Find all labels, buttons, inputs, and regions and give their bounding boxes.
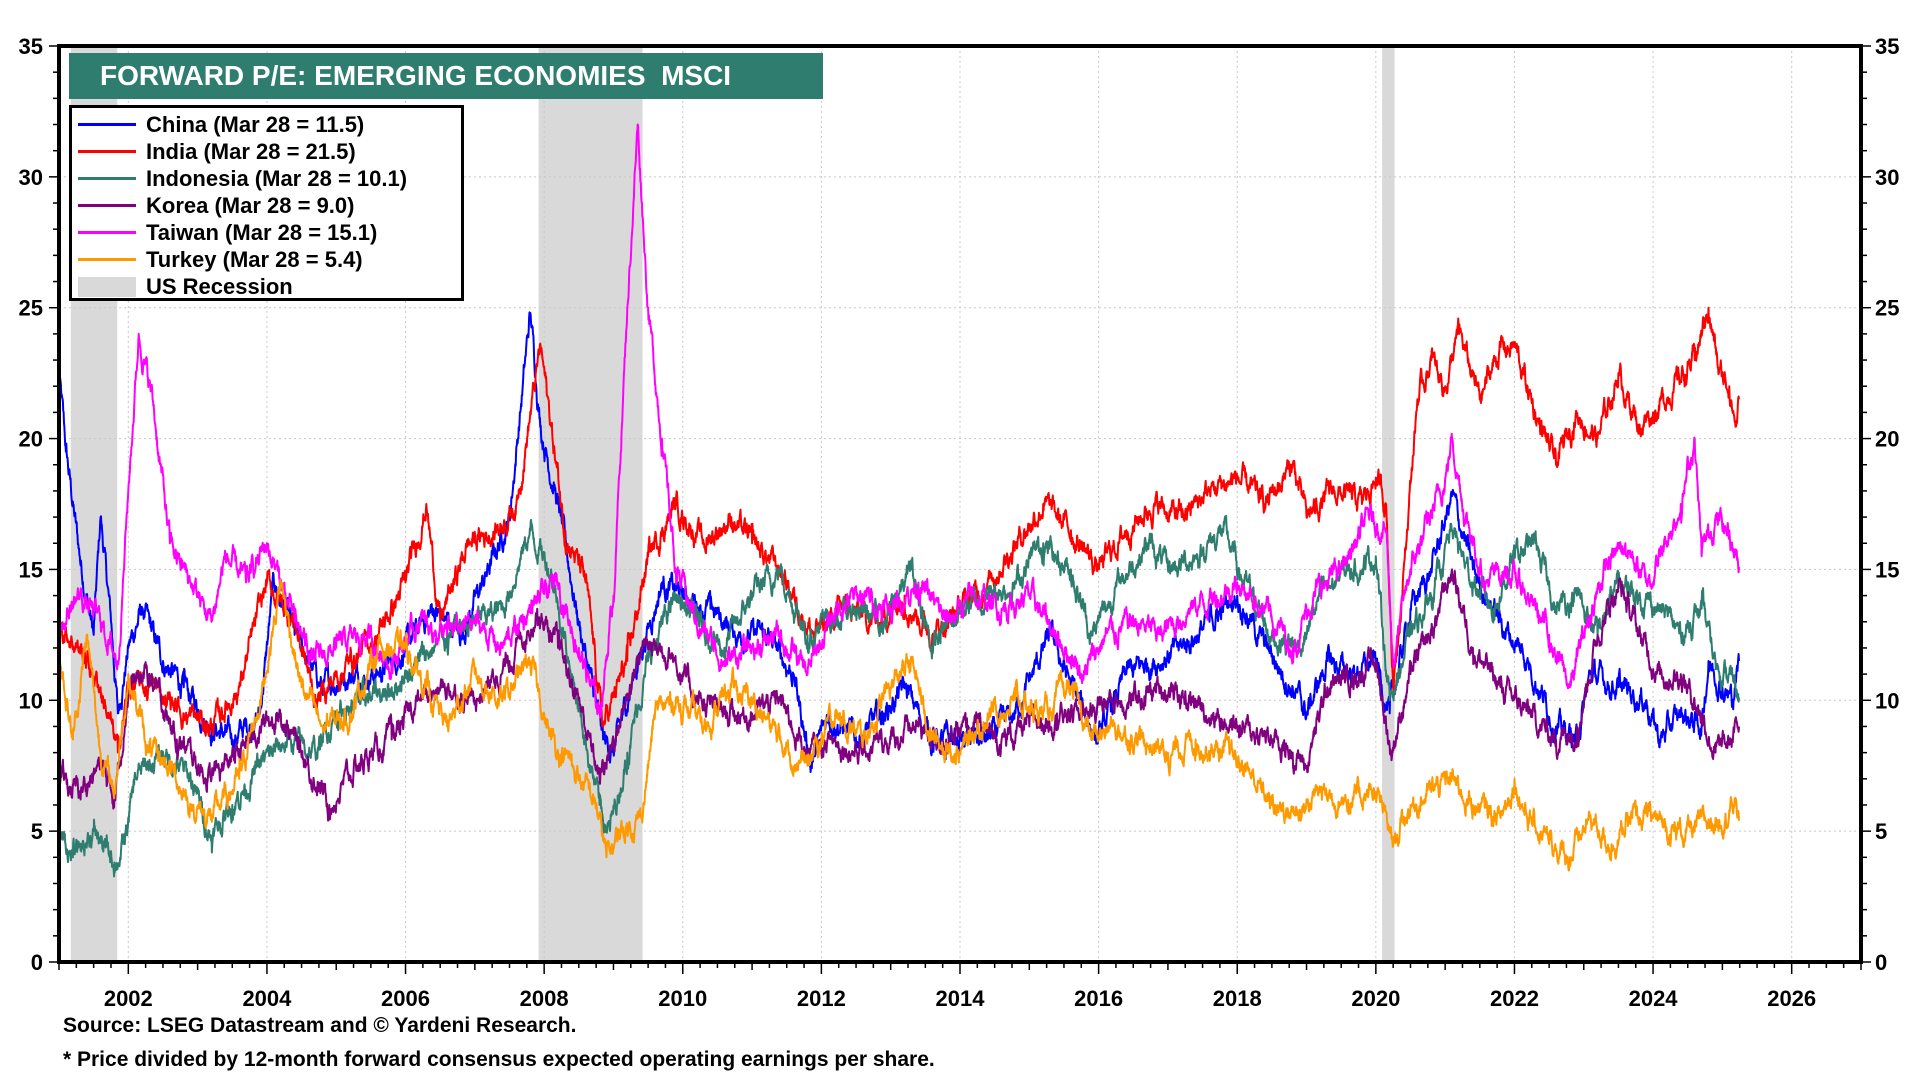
recession-band [1382,46,1395,962]
legend-swatch-korea [78,204,136,207]
legend-swatch-taiwan [78,231,136,234]
chart-title-bar: FORWARD P/E: EMERGING ECONOMIES MSCI [69,53,823,99]
series-line-indonesia [58,514,1740,878]
x-tick-label: 2014 [936,986,986,1011]
chart-title: FORWARD P/E: EMERGING ECONOMIES MSCI [100,60,732,91]
x-tick-label: 2024 [1629,986,1679,1011]
y-tick-label-left: 5 [31,819,43,844]
legend-item-china: China (Mar 28 = 11.5) [78,111,461,138]
legend-label: Indonesia (Mar 28 = 10.1) [146,165,408,191]
y-tick-label-right: 10 [1875,688,1899,713]
legend-label: US Recession [146,273,293,299]
y-tick-label-right: 15 [1875,557,1899,582]
legend-item-turkey: Turkey (Mar 28 = 5.4) [78,246,461,273]
legend-label: Turkey (Mar 28 = 5.4) [146,246,363,272]
x-tick-label: 2010 [658,986,707,1011]
y-tick-label-left: 20 [19,427,43,452]
y-tick-label-right: 0 [1875,950,1887,975]
y-tick-label-left: 0 [31,950,43,975]
y-tick-label-left: 35 [19,34,43,59]
legend-item-indonesia: Indonesia (Mar 28 = 10.1) [78,165,461,192]
legend-label: Taiwan (Mar 28 = 15.1) [146,219,378,245]
x-tick-label: 2008 [520,986,569,1011]
series-line-taiwan [58,123,1740,719]
legend-label: Korea (Mar 28 = 9.0) [146,192,355,218]
legend-swatch-recession [78,276,136,297]
legend-item-korea: Korea (Mar 28 = 9.0) [78,192,461,219]
x-tick-label: 2022 [1490,986,1539,1011]
series-lines [58,123,1740,878]
legend-item-india: India (Mar 28 = 21.5) [78,138,461,165]
y-tick-label-left: 15 [19,557,43,582]
footnote: * Price divided by 12-month forward cons… [63,1048,935,1071]
y-tick-label-left: 25 [19,296,43,321]
x-tick-label: 2006 [381,986,430,1011]
y-tick-label-right: 35 [1875,34,1899,59]
legend-label: China (Mar 28 = 11.5) [146,111,365,137]
y-tick-label-right: 5 [1875,819,1887,844]
series-line-korea [58,568,1740,822]
source-note: Source: LSEG Datastream and © Yardeni Re… [63,1014,577,1037]
legend: China (Mar 28 = 11.5) India (Mar 28 = 21… [69,105,464,301]
legend-swatch-turkey [78,258,136,261]
x-tick-label: 2004 [242,986,292,1011]
y-tick-label-left: 30 [19,165,43,190]
x-tick-label: 2002 [104,986,153,1011]
y-tick-label-right: 20 [1875,427,1899,452]
legend-item-us-recession: US Recession [78,273,461,300]
x-tick-label: 2020 [1351,986,1400,1011]
legend-item-taiwan: Taiwan (Mar 28 = 15.1) [78,219,461,246]
series-line-india [58,306,1740,754]
legend-swatch-china [78,123,136,126]
x-tick-label: 2012 [797,986,846,1011]
y-tick-label-right: 25 [1875,296,1899,321]
x-tick-label: 2016 [1074,986,1123,1011]
x-tick-label: 2018 [1213,986,1262,1011]
y-tick-label-right: 30 [1875,165,1899,190]
x-tick-label: 2026 [1767,986,1816,1011]
legend-swatch-indonesia [78,177,136,180]
legend-label: India (Mar 28 = 21.5) [146,138,356,164]
y-tick-label-left: 10 [19,688,43,713]
series-line-turkey [58,579,1740,872]
legend-swatch-india [78,150,136,153]
